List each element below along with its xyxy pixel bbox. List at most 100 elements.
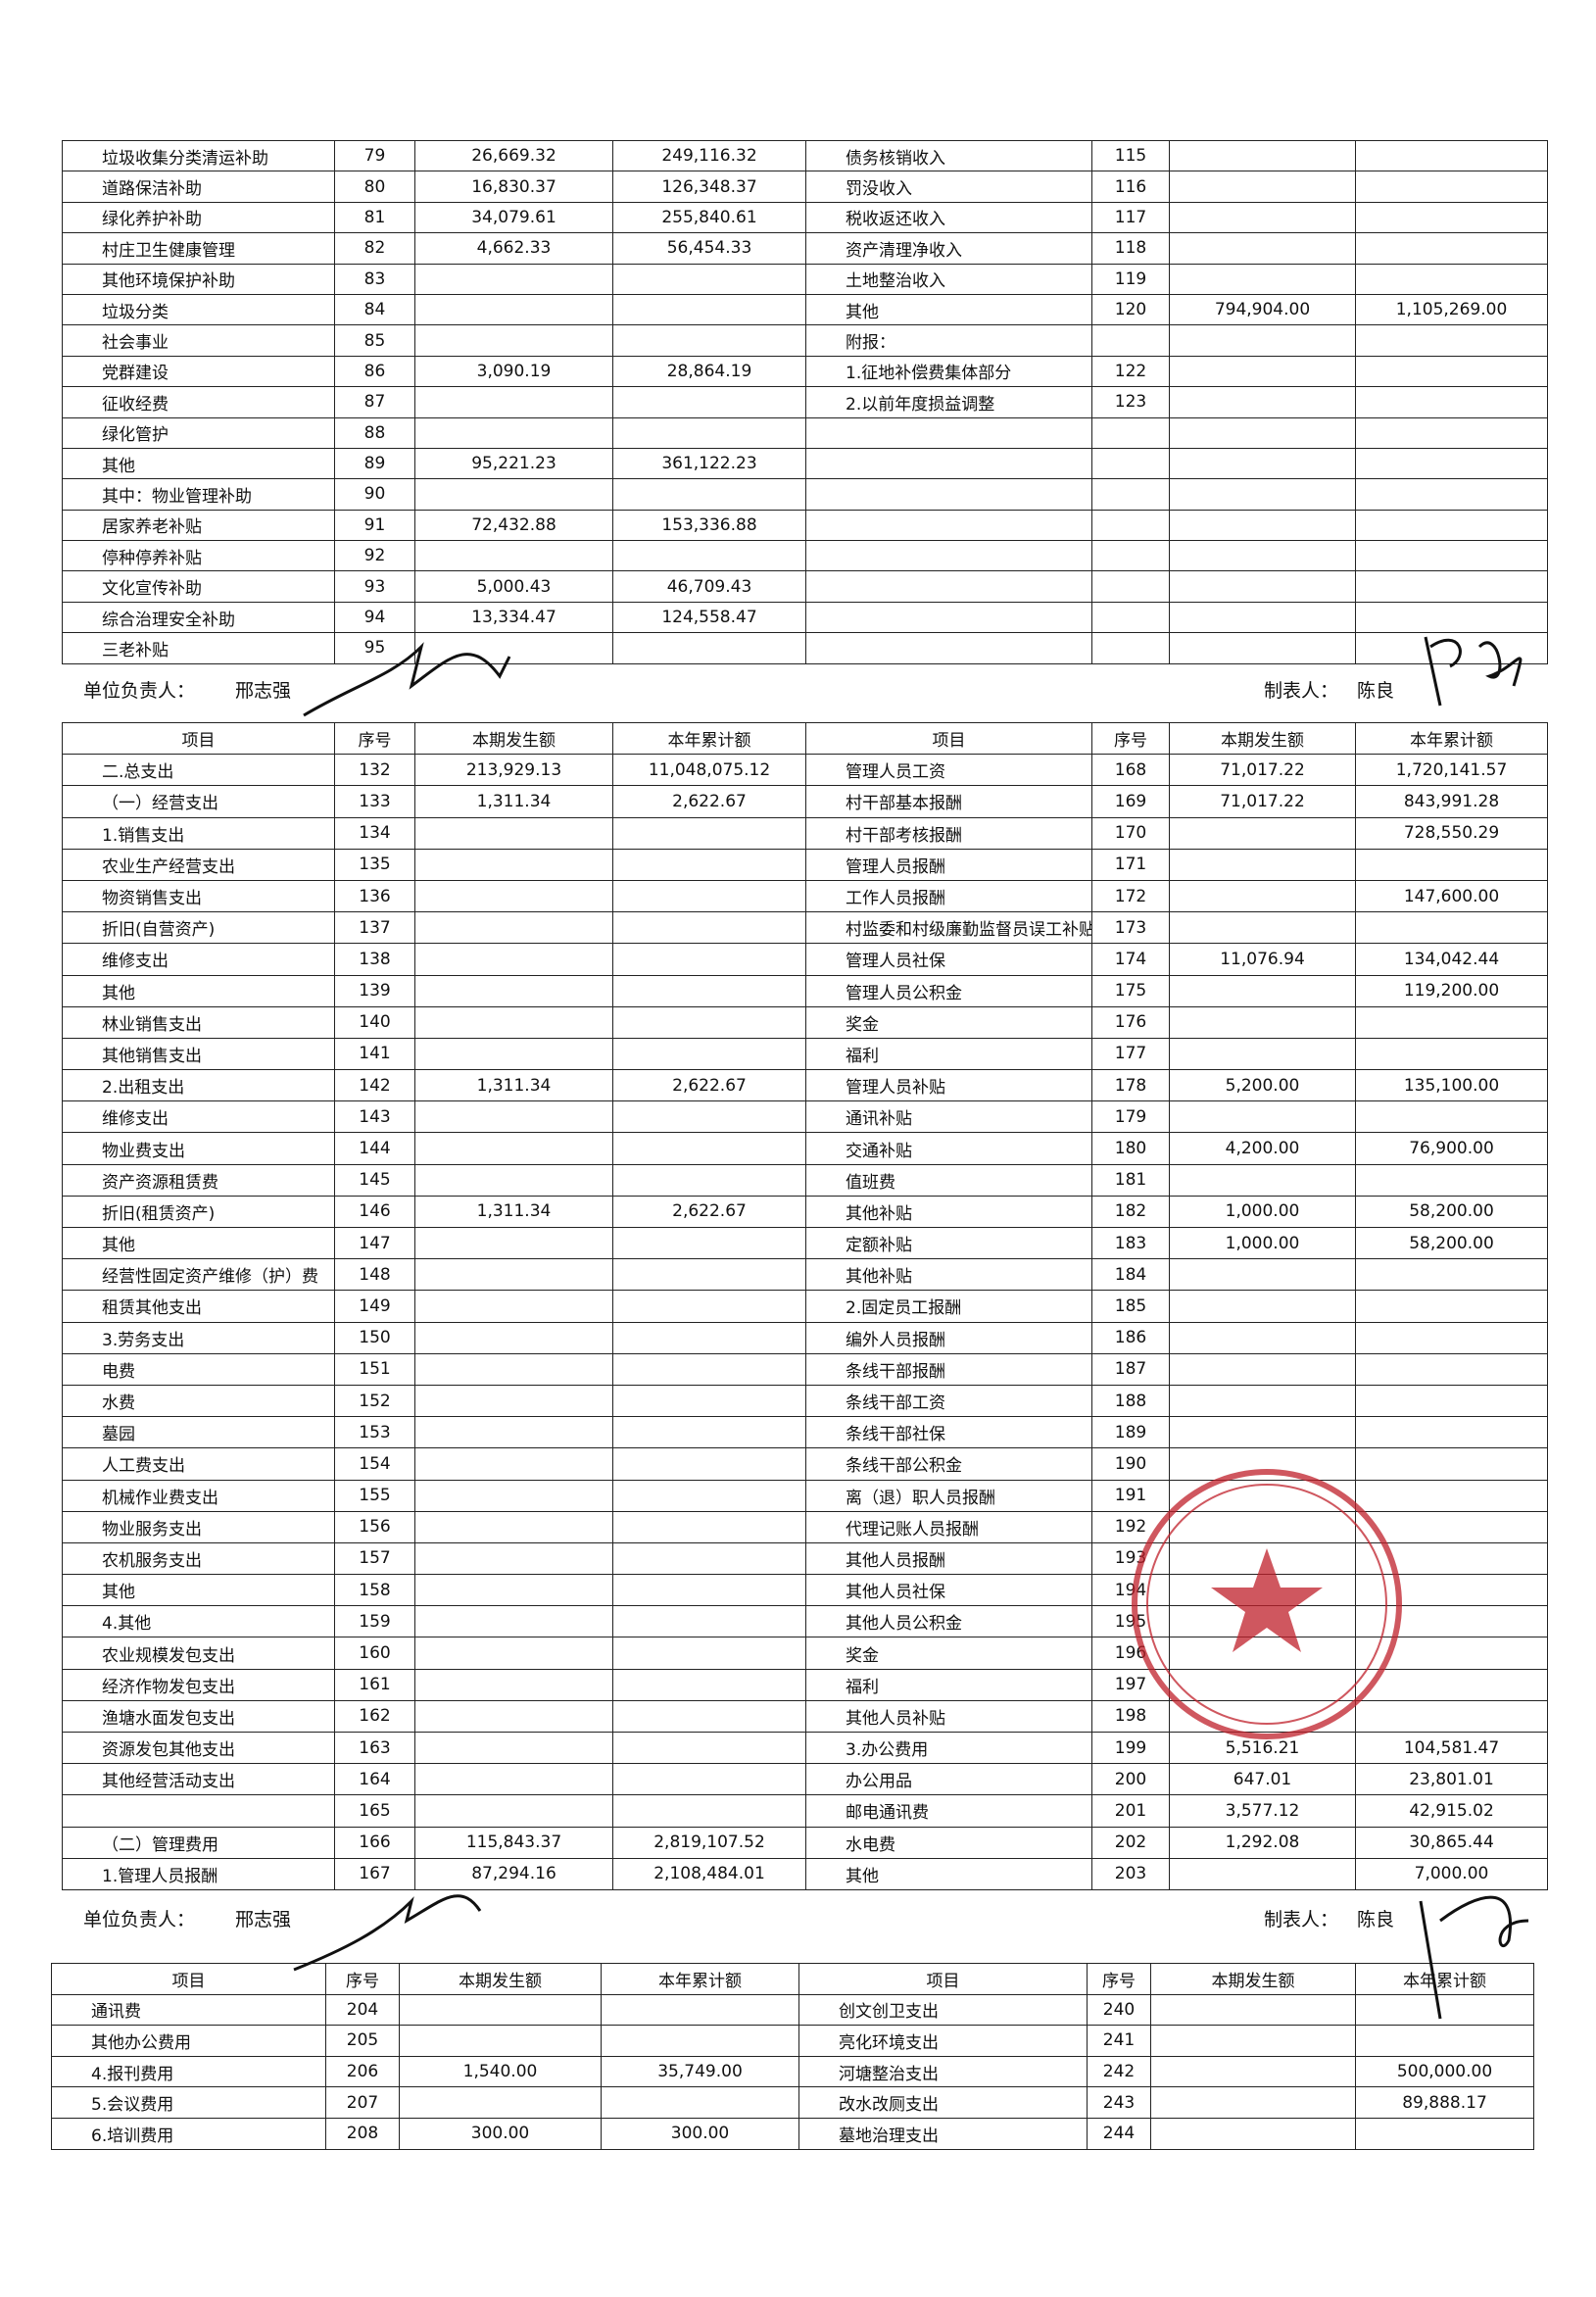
cell: 农业生产经营支出 <box>62 848 335 881</box>
cell <box>1169 447 1356 480</box>
cell: 167 <box>334 1857 415 1890</box>
cell: 183 <box>1091 1226 1170 1260</box>
body-row: 折旧(自营资产) 137 村监委和村级廉勤监督员误工补贴 173 <box>62 911 1548 945</box>
signature-text: 陈良 <box>1357 1909 1395 1930</box>
cell <box>1355 1100 1548 1134</box>
cell: 值班费 <box>805 1163 1092 1197</box>
cell <box>612 974 806 1007</box>
cell: 4,662.33 <box>414 232 613 265</box>
cell <box>612 293 806 326</box>
cell: 管理人员补贴 <box>805 1069 1092 1102</box>
cell: 工作人员报酬 <box>805 879 1092 913</box>
cell <box>612 1321 806 1354</box>
cell: 管理人员报酬 <box>805 848 1092 881</box>
signature-text: 邢志强 <box>235 680 292 702</box>
body-row: 折旧(租赁资产) 146 1,311.34 2,622.67 其他补贴 182 1,000.… <box>62 1195 1548 1229</box>
cell <box>612 1352 806 1386</box>
cell: 123 <box>1091 386 1170 418</box>
cell: 村监委和村级廉勤监督员误工补贴 <box>805 911 1092 945</box>
cell: 其他人员补贴 <box>805 1699 1092 1734</box>
cell: 199 <box>1091 1731 1170 1765</box>
cell: 管理人员社保 <box>805 943 1092 976</box>
body-row: 维修支出 138 管理人员社保 174 11,076.94 134,042.44 <box>62 943 1548 976</box>
cell: 其他人员公积金 <box>805 1605 1092 1638</box>
cell: 182 <box>1091 1195 1170 1229</box>
cell: 176 <box>1091 1005 1170 1039</box>
body-row: 居家养老补贴 91 72,432.88 153,336.88 <box>62 509 1548 542</box>
body-row: 墓园 153 条线干部社保 189 <box>62 1416 1548 1449</box>
cell <box>1355 1416 1548 1449</box>
cell <box>612 1541 806 1576</box>
body-row: 水费 152 条线干部工资 188 <box>62 1384 1548 1418</box>
body-row: 1.管理人员报酬 167 87,294.16 2,108,484.01 其他 203 7,0… <box>62 1857 1548 1890</box>
cell: 255,840.61 <box>612 201 806 234</box>
cell <box>1150 2117 1356 2150</box>
data-table: 项目 序号 本期发生额 本年累计额 项目 序号 本期发生额 本年累计额 二.总支出 132 213,… <box>62 721 1548 1890</box>
body-row: 二.总支出 132 213,929.13 11,048,075.12 管理人员工资 168… <box>62 754 1548 787</box>
cell: 162 <box>334 1699 415 1734</box>
cell: 87,294.16 <box>414 1857 613 1890</box>
cell <box>414 1541 613 1576</box>
cell <box>414 1100 613 1134</box>
body-row: 垃圾收集分类清运补助 79 26,669.32 249,116.32 债务核销收入 115 <box>62 139 1548 172</box>
cell: 80 <box>334 171 415 203</box>
body-row: 机械作业费支出 155 离（退）职人员报酬 191 <box>62 1479 1548 1512</box>
body-row: 5.会议费用 207 改水改厕支出 243 89,888.17 <box>51 2086 1534 2119</box>
cell <box>1355 139 1548 172</box>
cell: 189 <box>1091 1416 1170 1449</box>
cell: 罚没收入 <box>805 171 1092 203</box>
cell <box>1169 1574 1356 1607</box>
cell: 160 <box>334 1637 415 1670</box>
cell <box>1355 1352 1548 1386</box>
cell: 本年累计额 <box>601 1963 799 1995</box>
cell: 1,311.34 <box>414 1069 613 1102</box>
cell: 7,000.00 <box>1355 1857 1548 1890</box>
cell: 85 <box>334 324 415 357</box>
cell <box>414 1321 613 1354</box>
cell <box>1169 1321 1356 1354</box>
cell: 折旧(租赁资产) <box>62 1195 335 1229</box>
cell: 5,000.43 <box>414 570 613 603</box>
cell: 16,830.37 <box>414 171 613 203</box>
cell: 28,864.19 <box>612 355 806 388</box>
cell: 本年累计额 <box>612 721 806 756</box>
cell: 村干部考核报酬 <box>805 816 1092 850</box>
cell: 146 <box>334 1195 415 1229</box>
cell <box>1355 1005 1548 1039</box>
cell: 200 <box>1091 1763 1170 1796</box>
cell <box>414 540 613 572</box>
cell: 42,915.02 <box>1355 1794 1548 1828</box>
cell: 本期发生额 <box>414 721 613 756</box>
cell <box>612 879 806 913</box>
cell: 35,749.00 <box>601 2055 799 2088</box>
cell: 95 <box>334 632 415 664</box>
cell: 邮电通讯费 <box>805 1794 1092 1828</box>
cell: 其他办公费用 <box>51 2025 326 2057</box>
cell <box>414 1352 613 1386</box>
cell: 林业销售支出 <box>62 1005 335 1039</box>
cell <box>612 1763 806 1796</box>
cell: 物业费支出 <box>62 1132 335 1165</box>
cell: 土地整治收入 <box>805 263 1092 295</box>
body-row: 绿化养护补助 81 34,079.61 255,840.61 税收返还收入 117 <box>62 201 1548 234</box>
cell <box>414 1479 613 1512</box>
body-row: 社会事业 85 附报： <box>62 324 1548 357</box>
cell <box>414 848 613 881</box>
cell <box>1091 570 1170 603</box>
cell: 201 <box>1091 1794 1170 1828</box>
cell <box>1169 1699 1356 1734</box>
cell: 序号 <box>325 1963 400 1995</box>
cell: 244 <box>1087 2117 1151 2150</box>
cell <box>612 540 806 572</box>
cell: 154 <box>334 1447 415 1481</box>
cell: 190 <box>1091 1447 1170 1481</box>
cell: 46,709.43 <box>612 570 806 603</box>
cell: 其他 <box>805 1857 1092 1890</box>
cell <box>414 1416 613 1449</box>
body-row: 租赁其他支出 149 2.固定员工报酬 185 <box>62 1290 1548 1323</box>
cell <box>1169 540 1356 572</box>
cell: 179 <box>1091 1100 1170 1134</box>
cell: 88 <box>334 416 415 449</box>
body-row: 农业规模发包支出 160 奖金 196 <box>62 1637 1548 1670</box>
body-row: 2.出租支出 142 1,311.34 2,622.67 管理人员补贴 178 5,200.… <box>62 1069 1548 1102</box>
